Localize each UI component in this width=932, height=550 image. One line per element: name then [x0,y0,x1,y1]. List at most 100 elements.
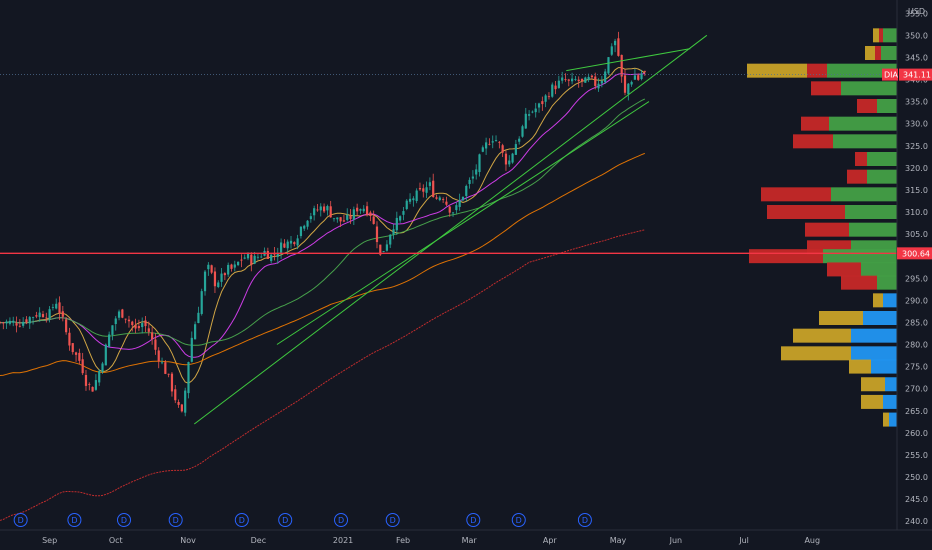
candle-body [117,311,121,318]
candle-body [438,197,441,201]
candle-body [250,254,253,265]
candle-body [584,77,587,83]
vp-bar-down [749,249,823,264]
dividend-marker-label: D [390,516,396,525]
price-tick-label: 315.0 [905,186,928,195]
vp-bar-up [883,28,897,43]
vp-bar-up [827,63,897,78]
price-tick-label: 345.0 [905,53,928,62]
candle-body [55,303,58,309]
candle-body [137,326,140,329]
candle-body [151,332,154,340]
dividend-marker [385,513,400,527]
candle-body [352,209,355,220]
candle-body [180,404,183,412]
last-price-value: 341.11 [903,71,931,80]
candle-body [630,81,633,85]
candle-body [481,147,484,152]
vp-bar-up [867,169,897,184]
vp-bar-up [831,187,897,202]
vp-bar-extra [861,377,885,392]
candle-body [362,208,365,212]
vp-bar-up [867,152,897,166]
candle-body [210,265,213,273]
candle-body [620,54,623,77]
candle-body [236,261,240,266]
candle-body [174,389,177,401]
price-tick-label: 335.0 [905,98,928,107]
candle-body [405,200,408,209]
vp-bar-up [885,377,897,392]
dividend-marker-label: D [18,516,24,525]
price-tick-label: 240.0 [905,517,928,526]
time-axis[interactable]: Sep Oct Nov Dec 2021 Feb Mar Apr May Jun Jul Aug [42,536,820,545]
candle-body [455,205,458,211]
candle-body [537,103,541,108]
price-tick-label: 260.0 [905,429,928,438]
candle-body [283,243,286,248]
support-price-tag-bg [897,247,932,260]
candle-body [58,302,61,314]
candle-body [504,153,508,165]
vp-bar-down [855,152,867,166]
candle-body [0,322,2,323]
vp-bar-up [833,134,897,149]
candle-body [617,38,620,56]
candle-body [167,373,170,375]
candle-body [547,96,551,98]
candle-body [570,78,574,82]
candle-body [322,206,326,212]
candle-body [101,363,104,372]
vp-bar-down [827,262,861,277]
support-price-tag-label: 300.64 [902,249,930,258]
vp-bar-up [851,346,897,361]
candle-body [154,339,157,350]
candle-body [170,373,174,392]
price-tick-label: 290.0 [905,296,928,305]
candle-body [207,264,210,270]
candle-body [127,319,131,322]
candle-body [273,253,276,255]
candle-body [243,257,246,259]
candle-body [623,75,627,93]
price-tick-label: 295.0 [905,274,928,283]
candle-body [230,264,233,269]
time-tick-label: May [610,536,627,545]
candle-body [296,238,299,246]
candle-body [432,180,435,198]
candle-body [200,291,203,314]
vp-bar-up [889,412,897,427]
candle-body [25,319,28,323]
vp-bar-down [805,222,849,237]
vp-bar-up [881,46,897,60]
candle-body [541,101,544,105]
price-tick-label: 285.0 [905,318,928,327]
price-tick-label: 280.0 [905,341,928,350]
candle-body [475,169,478,175]
candle-body [94,380,98,390]
vp-bar-extra [747,63,807,78]
vp-bar-extra [793,328,851,343]
candle-body [253,255,256,264]
candle-body [425,187,428,193]
candle-body [637,75,640,80]
price-tick-label: 325.0 [905,142,928,151]
candle-body [160,362,164,364]
dividend-marker-label: D [239,516,245,525]
candle-body [336,217,339,220]
candle-body [365,206,369,215]
candle-body [551,84,554,97]
candle-body [111,325,114,335]
candle-body [190,337,193,362]
vp-bar-up [841,81,897,96]
dividend-marker [117,513,132,527]
vp-bar-down [841,275,877,290]
price-tick-label: 270.0 [905,385,928,394]
candle-body [554,85,557,90]
candle-body [610,46,613,55]
candle-body [369,212,372,216]
dividend-marker-label: D [282,516,288,525]
candle-body [71,343,74,353]
